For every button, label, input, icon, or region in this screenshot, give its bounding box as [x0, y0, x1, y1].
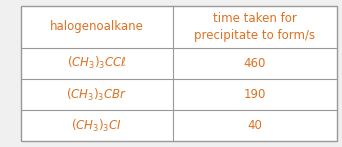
Text: $(CH_3)_3CC\ell$: $(CH_3)_3CC\ell$ [67, 55, 127, 71]
Text: 40: 40 [247, 119, 262, 132]
Text: $(CH_3)_3CBr$: $(CH_3)_3CBr$ [66, 86, 127, 102]
Text: 190: 190 [244, 88, 266, 101]
Text: $(CH_3)_3CI$: $(CH_3)_3CI$ [71, 117, 122, 134]
Text: 460: 460 [244, 57, 266, 70]
Text: time taken for
precipitate to form/s: time taken for precipitate to form/s [194, 12, 315, 42]
Text: halogenoalkane: halogenoalkane [50, 20, 144, 33]
